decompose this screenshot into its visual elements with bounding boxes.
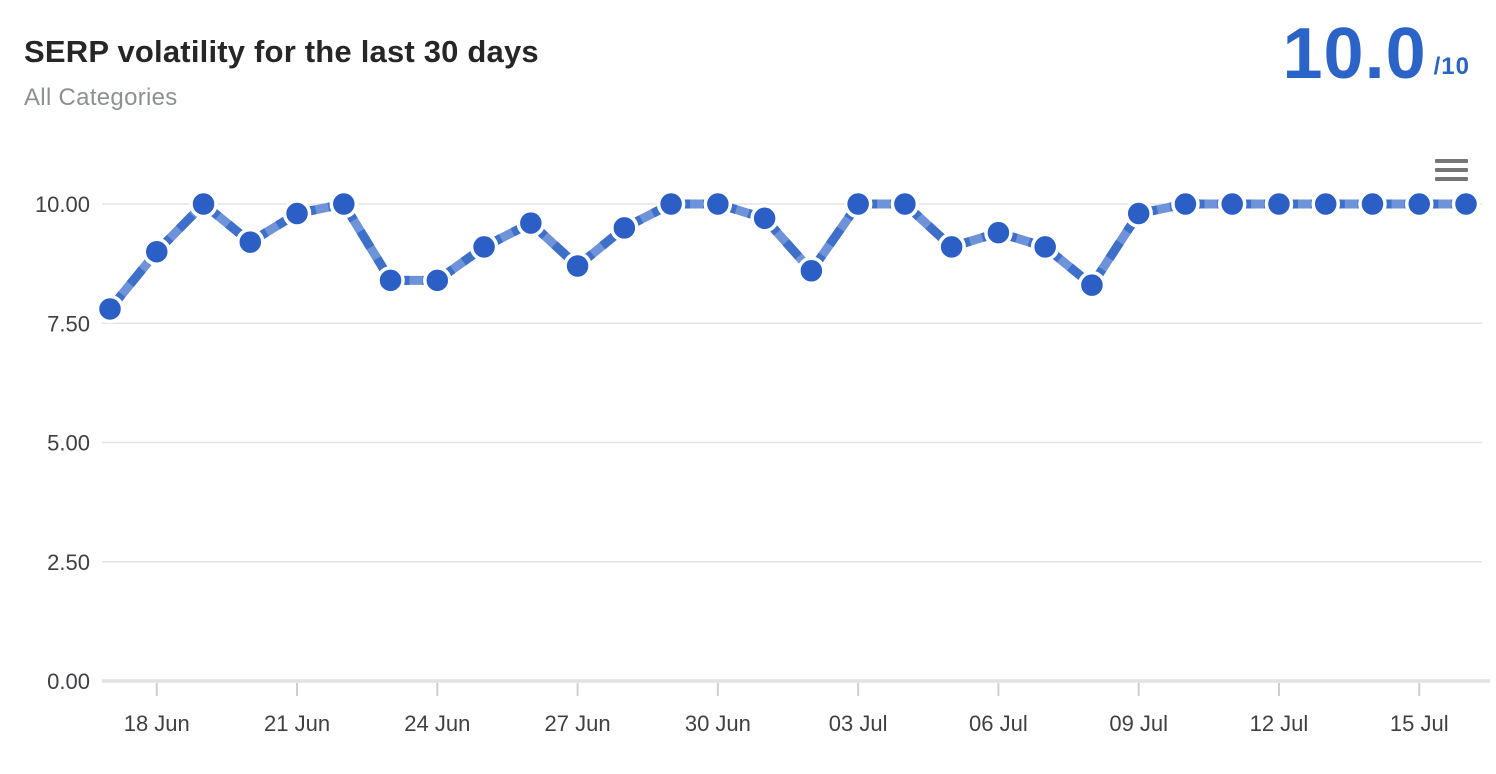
data-point[interactable]: 18 Jun: 9.0 <box>142 237 172 266</box>
data-point[interactable]: 25 Jun: 9.1 <box>469 232 499 262</box>
x-axis-label: 12 Jul <box>1250 711 1309 736</box>
data-point[interactable]: 12 Jul: 10.0 <box>1264 189 1294 219</box>
data-point[interactable]: 11 Jul: 10.0 <box>1217 189 1247 219</box>
hamburger-menu-icon <box>1435 159 1468 163</box>
data-point[interactable]: 22 Jun: 10.0 <box>329 189 359 219</box>
score-max-suffix: /10 <box>1433 53 1470 80</box>
data-point[interactable]: 01 Jul: 9.7 <box>750 204 779 233</box>
score-value: 10.0 <box>1282 14 1427 94</box>
data-point[interactable]: 07 Jul: 9.1 <box>1030 232 1060 262</box>
data-point[interactable]: 20 Jun: 9.2 <box>236 227 265 257</box>
category-filter-label: All Categories <box>24 84 178 111</box>
x-axis-label: 09 Jul <box>1109 711 1168 736</box>
data-point[interactable]: 09 Jul: 9.8 <box>1124 199 1153 228</box>
data-point[interactable]: 30 Jun: 10.0 <box>703 189 733 219</box>
page-title: SERP volatility for the last 30 days <box>24 34 539 69</box>
data-point[interactable]: 10 Jul: 10.0 <box>1171 189 1200 219</box>
x-axis-label: 15 Jul <box>1390 711 1449 736</box>
y-axis-label: 2.50 <box>47 550 90 575</box>
data-point[interactable]: 13 Jul: 10.0 <box>1311 189 1340 219</box>
data-point[interactable]: 21 Jun: 9.8 <box>282 199 312 228</box>
x-axis-label: 03 Jul <box>829 711 888 736</box>
y-axis-label: 7.50 <box>47 311 90 336</box>
data-point[interactable]: 19 Jun: 10.0 <box>189 189 218 219</box>
y-axis-label: 0.00 <box>47 669 90 694</box>
data-point[interactable]: 28 Jun: 9.5 <box>610 213 639 243</box>
data-point[interactable]: 14 Jul: 10.0 <box>1358 189 1387 219</box>
data-point[interactable]: 23 Jun: 8.4 <box>376 266 405 295</box>
x-axis-label: 06 Jul <box>969 711 1028 736</box>
data-point[interactable]: 04 Jul: 10.0 <box>890 189 920 219</box>
data-point[interactable]: 16 Jul: 10.0 <box>1451 189 1481 219</box>
x-axis-label: 21 Jun <box>264 711 330 736</box>
chart-header: SERP volatility for the last 30 days All… <box>24 34 539 112</box>
x-axis-label: 24 Jun <box>404 711 470 736</box>
hamburger-menu-icon <box>1435 168 1468 172</box>
data-point[interactable]: 26 Jun: 9.6 <box>516 208 546 238</box>
chart-context-menu-button[interactable] <box>1435 157 1469 183</box>
data-point[interactable]: 24 Jun: 8.4 <box>423 266 452 295</box>
y-axis-label: 5.00 <box>47 431 90 456</box>
data-point[interactable]: 08 Jul: 8.3 <box>1077 270 1107 300</box>
x-axis-label: 18 Jun <box>124 711 190 736</box>
data-point[interactable]: 17 Jun: 7.8 <box>95 294 125 324</box>
data-point[interactable]: 02 Jul: 8.6 <box>797 256 826 286</box>
data-point[interactable]: 15 Jul: 10.0 <box>1404 189 1434 219</box>
data-point[interactable]: 03 Jul: 10.0 <box>843 189 873 219</box>
volatility-score: 10.0 /10 <box>1282 18 1470 90</box>
data-point[interactable]: 27 Jun: 8.7 <box>563 251 592 281</box>
data-point[interactable]: 05 Jul: 9.1 <box>937 232 966 262</box>
data-point[interactable]: 29 Jun: 10.0 <box>656 189 686 219</box>
hamburger-menu-icon <box>1435 177 1468 181</box>
line-segment <box>339 201 395 283</box>
x-axis-label: 30 Jun <box>685 711 751 736</box>
x-axis-label: 27 Jun <box>545 711 611 736</box>
y-axis-label: 10.00 <box>35 192 90 217</box>
data-point[interactable]: 06 Jul: 9.4 <box>984 218 1013 247</box>
